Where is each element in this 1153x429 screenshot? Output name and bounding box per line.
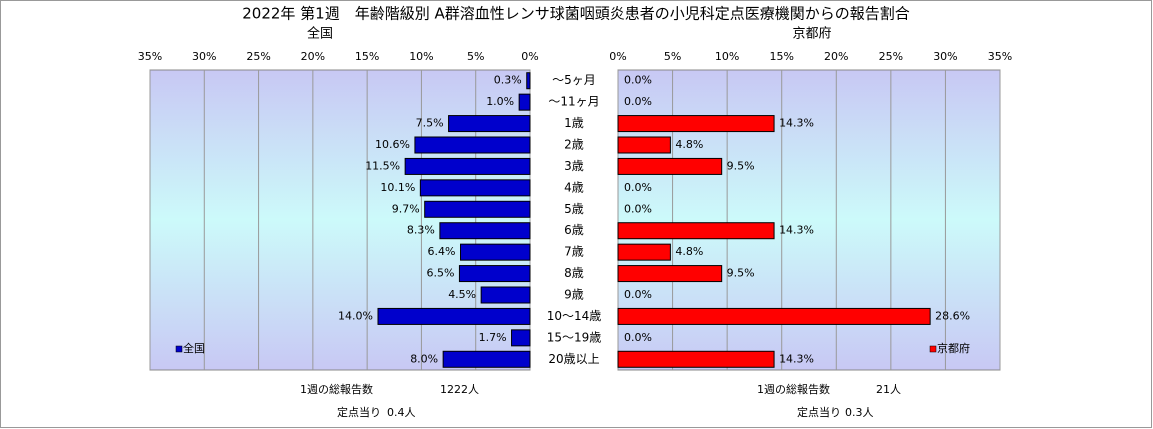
bar bbox=[617, 265, 723, 283]
value-label: 4.8% bbox=[675, 138, 703, 151]
x-tick-label: 0% bbox=[521, 50, 538, 63]
value-label: 14.3% bbox=[779, 117, 814, 130]
bar bbox=[617, 243, 671, 261]
category-label: 15〜19歳 bbox=[547, 330, 602, 344]
category-label: 4歳 bbox=[564, 180, 584, 194]
value-label: 6.4% bbox=[428, 245, 456, 258]
value-label: 0.0% bbox=[624, 331, 652, 344]
value-label: 0.0% bbox=[624, 95, 652, 108]
x-tick-label: 10% bbox=[409, 50, 433, 63]
bar bbox=[460, 243, 531, 261]
x-tick-label: 35% bbox=[138, 50, 162, 63]
bar bbox=[377, 307, 531, 325]
value-label: 0.0% bbox=[624, 288, 652, 301]
x-tick-label: 30% bbox=[192, 50, 216, 63]
x-tick-label: 30% bbox=[933, 50, 957, 63]
bar bbox=[448, 115, 531, 133]
x-tick-label: 20% bbox=[301, 50, 325, 63]
value-label: 0.0% bbox=[624, 74, 652, 87]
summary-text: 1週の総報告数 bbox=[300, 382, 373, 396]
legend-label: 全国 bbox=[183, 341, 205, 355]
bar bbox=[617, 136, 671, 154]
value-label: 11.5% bbox=[365, 159, 400, 172]
category-label: 20歳以上 bbox=[548, 352, 599, 366]
bar bbox=[617, 307, 931, 325]
summary-text: 1222人 bbox=[440, 383, 479, 396]
bar bbox=[511, 329, 531, 347]
summary-text: 0.4人 bbox=[387, 406, 416, 419]
category-label: 9歳 bbox=[564, 288, 584, 302]
bar bbox=[458, 265, 531, 283]
value-label: 9.5% bbox=[727, 159, 755, 172]
category-label: 〜11ヶ月 bbox=[548, 95, 599, 109]
bar bbox=[518, 93, 531, 111]
summary-text: 21人 bbox=[876, 383, 901, 396]
summary-text: 定点当り bbox=[337, 405, 381, 419]
summary-text: 定点当り bbox=[797, 405, 841, 419]
panel-title: 京都府 bbox=[792, 27, 831, 42]
x-tick-label: 20% bbox=[824, 50, 848, 63]
summary-text: 1週の総報告数 bbox=[757, 382, 830, 396]
value-label: 8.0% bbox=[410, 352, 438, 365]
x-tick-label: 0% bbox=[609, 50, 626, 63]
category-label: 6歳 bbox=[564, 223, 584, 237]
value-label: 6.5% bbox=[426, 267, 454, 280]
value-label: 4.5% bbox=[448, 288, 476, 301]
bar bbox=[617, 115, 775, 133]
value-label: 7.5% bbox=[416, 117, 444, 130]
category-label: 8歳 bbox=[564, 266, 584, 280]
bar bbox=[414, 136, 531, 154]
value-label: 28.6% bbox=[935, 309, 970, 322]
bar bbox=[617, 350, 775, 368]
value-label: 10.6% bbox=[375, 138, 410, 151]
x-tick-label: 25% bbox=[246, 50, 270, 63]
value-label: 9.7% bbox=[392, 202, 420, 215]
legend-swatch bbox=[175, 345, 183, 353]
value-label: 1.7% bbox=[479, 331, 507, 344]
category-label: 1歳 bbox=[564, 116, 584, 130]
panel-title: 全国 bbox=[307, 26, 333, 42]
plot-area bbox=[617, 69, 1001, 371]
value-label: 0.3% bbox=[494, 74, 522, 87]
category-label: 3歳 bbox=[564, 159, 584, 173]
value-label: 14.0% bbox=[338, 309, 373, 322]
bar bbox=[617, 157, 723, 175]
category-label: 10〜14歳 bbox=[547, 309, 602, 323]
value-label: 4.8% bbox=[675, 245, 703, 258]
x-tick-label: 25% bbox=[879, 50, 903, 63]
value-label: 10.1% bbox=[380, 181, 415, 194]
value-label: 0.0% bbox=[624, 202, 652, 215]
category-label: 〜5ヶ月 bbox=[552, 73, 596, 87]
bar bbox=[419, 179, 531, 197]
bar bbox=[442, 350, 531, 368]
bar bbox=[404, 157, 531, 175]
value-label: 9.5% bbox=[727, 267, 755, 280]
bar bbox=[424, 200, 531, 218]
value-label: 8.3% bbox=[407, 224, 435, 237]
x-tick-label: 15% bbox=[769, 50, 793, 63]
x-tick-label: 5% bbox=[467, 50, 484, 63]
bar bbox=[480, 286, 531, 304]
legend-label: 京都府 bbox=[937, 341, 970, 355]
x-tick-label: 15% bbox=[355, 50, 379, 63]
value-label: 1.0% bbox=[486, 95, 514, 108]
x-tick-label: 35% bbox=[988, 50, 1012, 63]
value-label: 0.0% bbox=[624, 181, 652, 194]
x-tick-label: 10% bbox=[715, 50, 739, 63]
plot-area bbox=[149, 69, 531, 371]
value-label: 14.3% bbox=[779, 224, 814, 237]
bar bbox=[617, 222, 775, 240]
bar bbox=[526, 72, 531, 90]
category-label: 7歳 bbox=[564, 245, 584, 259]
chart-title: 2022年 第1週 年齢階級別 A群溶血性レンサ球菌咽頭炎患者の小児科定点医療機… bbox=[242, 5, 910, 23]
summary-text: 0.3人 bbox=[845, 406, 874, 419]
x-tick-label: 5% bbox=[664, 50, 681, 63]
category-label: 2歳 bbox=[564, 138, 584, 152]
value-label: 14.3% bbox=[779, 352, 814, 365]
category-label: 5歳 bbox=[564, 202, 584, 216]
bar bbox=[439, 222, 531, 240]
legend-swatch bbox=[929, 345, 937, 353]
